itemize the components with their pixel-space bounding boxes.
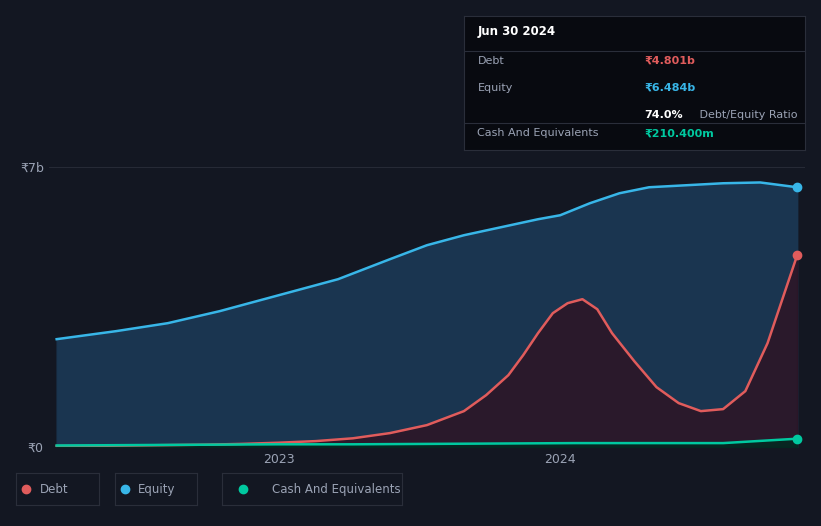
Text: ₹6.484b: ₹6.484b: [644, 83, 695, 93]
Text: ₹210.400m: ₹210.400m: [644, 128, 714, 138]
Text: Debt: Debt: [39, 483, 68, 495]
Text: Equity: Equity: [138, 483, 176, 495]
Text: Cash And Equivalents: Cash And Equivalents: [478, 128, 599, 138]
Text: Equity: Equity: [478, 83, 513, 93]
Text: Debt/Equity Ratio: Debt/Equity Ratio: [695, 110, 797, 120]
Text: 74.0%: 74.0%: [644, 110, 683, 120]
Text: Jun 30 2024: Jun 30 2024: [478, 25, 556, 38]
Text: ₹4.801b: ₹4.801b: [644, 56, 695, 66]
Text: Cash And Equivalents: Cash And Equivalents: [273, 483, 401, 495]
Text: Debt: Debt: [478, 56, 504, 66]
